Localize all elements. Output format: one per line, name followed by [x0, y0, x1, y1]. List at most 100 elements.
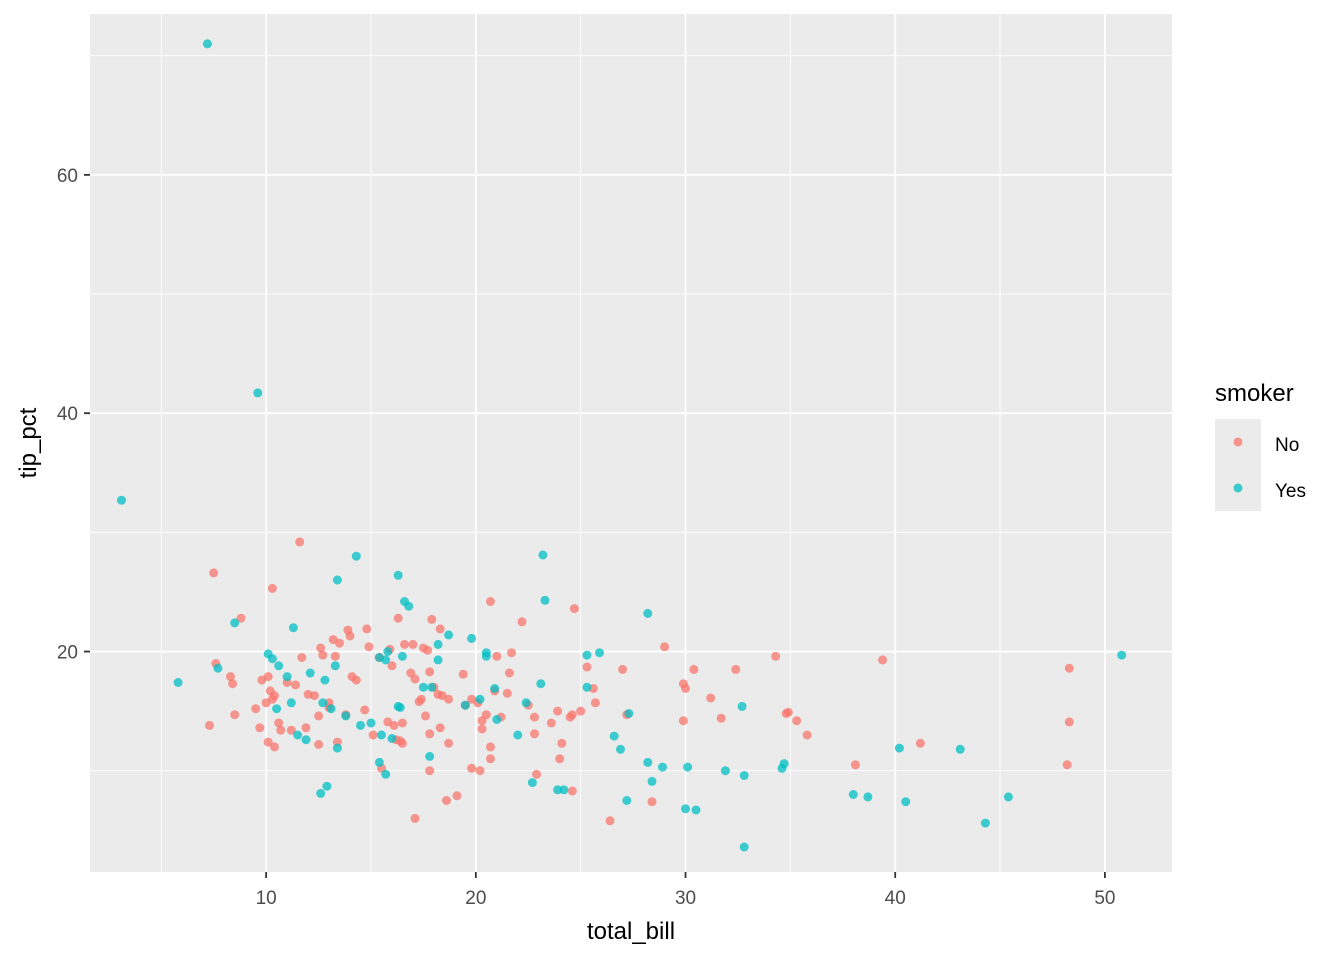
- point-no: [553, 706, 563, 716]
- point-no: [330, 651, 340, 661]
- point-no: [567, 710, 577, 720]
- point-yes: [901, 797, 911, 807]
- point-yes: [433, 639, 443, 649]
- x-tick-label: 10: [256, 888, 277, 909]
- point-no: [576, 706, 586, 716]
- point-no: [731, 664, 741, 674]
- point-no: [647, 797, 657, 807]
- point-no: [530, 729, 539, 739]
- point-yes: [1117, 650, 1127, 660]
- point-no: [802, 730, 812, 740]
- point-yes: [425, 751, 435, 761]
- point-no: [517, 617, 527, 627]
- y-tick-label: 60: [57, 166, 78, 187]
- major-gridlines: [90, 14, 1172, 872]
- legend: smoker No Yes: [1215, 380, 1306, 511]
- point-no: [291, 680, 300, 690]
- point-yes: [395, 703, 405, 712]
- point-yes: [643, 608, 653, 618]
- point-yes: [320, 675, 330, 685]
- point-yes: [330, 661, 340, 671]
- point-yes: [351, 551, 361, 561]
- point-yes: [377, 730, 386, 740]
- x-tick-label: 20: [465, 888, 486, 909]
- point-yes: [848, 790, 858, 799]
- point-no: [427, 614, 437, 624]
- legend-key-yes: [1233, 483, 1243, 493]
- point-yes: [527, 778, 537, 788]
- point-no: [209, 568, 219, 578]
- point-no: [368, 730, 378, 740]
- point-no: [297, 653, 307, 662]
- point-yes: [444, 630, 454, 640]
- point-yes: [481, 651, 491, 661]
- point-no: [569, 604, 579, 614]
- point-yes: [616, 744, 625, 754]
- point-no: [362, 624, 372, 634]
- point-yes: [301, 735, 311, 745]
- point-yes: [374, 757, 384, 767]
- point-yes: [536, 679, 546, 689]
- point-yes: [383, 647, 393, 656]
- point-yes: [326, 704, 336, 714]
- point-no: [467, 763, 477, 773]
- point-no: [444, 738, 454, 748]
- point-no: [335, 638, 344, 648]
- point-no: [792, 716, 802, 726]
- point-no: [452, 791, 462, 801]
- point-yes: [490, 684, 500, 693]
- point-no: [1062, 760, 1072, 770]
- point-no: [397, 738, 407, 748]
- point-no: [255, 723, 265, 733]
- x-tick-label: 30: [675, 888, 696, 909]
- point-no: [1064, 717, 1074, 727]
- point-no: [425, 766, 435, 776]
- point-no: [567, 786, 577, 796]
- point-no: [230, 710, 240, 720]
- point-no: [507, 648, 516, 658]
- x-axis-title: total_bill: [587, 918, 675, 945]
- point-yes: [418, 682, 428, 692]
- data-points: [117, 39, 1127, 852]
- point-no: [486, 754, 495, 764]
- point-no: [771, 651, 781, 661]
- point-no: [492, 651, 502, 661]
- legend-label-no: No: [1275, 435, 1299, 456]
- point-no: [850, 760, 860, 770]
- point-no: [393, 613, 403, 623]
- point-yes: [647, 776, 657, 786]
- point-yes: [737, 701, 747, 711]
- point-yes: [381, 655, 391, 665]
- point-no: [421, 711, 430, 721]
- point-yes: [433, 655, 443, 665]
- point-no: [716, 713, 726, 723]
- point-no: [276, 725, 286, 735]
- point-no: [681, 684, 690, 693]
- point-yes: [387, 734, 397, 743]
- point-no: [251, 704, 261, 714]
- point-no: [410, 674, 420, 684]
- point-no: [228, 679, 238, 689]
- point-yes: [492, 715, 502, 724]
- point-no: [915, 738, 925, 748]
- point-no: [309, 691, 319, 701]
- point-yes: [366, 718, 376, 728]
- point-no: [689, 664, 699, 674]
- point-no: [481, 710, 491, 720]
- point-yes: [393, 570, 403, 580]
- point-no: [783, 707, 793, 717]
- point-no: [504, 668, 514, 678]
- y-tick-label: 40: [57, 404, 78, 425]
- point-yes: [691, 805, 701, 815]
- point-yes: [475, 694, 485, 704]
- point-yes: [213, 663, 223, 673]
- point-yes: [955, 744, 965, 754]
- point-no: [878, 655, 888, 665]
- point-no: [295, 537, 305, 547]
- point-no: [590, 698, 600, 708]
- point-yes: [538, 550, 548, 560]
- point-yes: [1003, 792, 1013, 802]
- legend-key-no: [1233, 437, 1243, 447]
- point-no: [286, 725, 296, 735]
- point-no: [435, 723, 445, 733]
